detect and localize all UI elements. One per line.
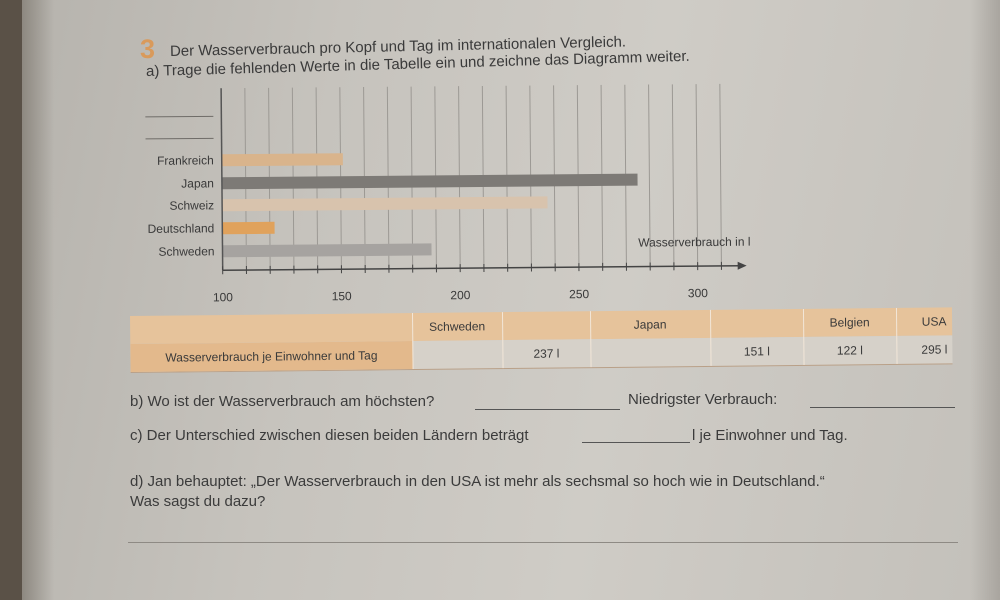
question-c-text: c) Der Unterschied zwischen diesen beide…	[130, 427, 529, 444]
workbook-page	[22, 0, 1000, 600]
x-axis-arrow	[737, 261, 747, 270]
x-tick-label: 300	[688, 286, 708, 300]
x-axis-label: Wasserverbrauch in l	[638, 235, 750, 250]
question-b-text: b) Wo ist der Wasserverbrauch am höchste…	[130, 393, 435, 410]
category-label: Schweden	[158, 244, 214, 258]
table-country-header: Belgien	[829, 315, 870, 330]
table-country-header: Schweden	[429, 319, 486, 334]
data-table: Wasserverbrauch je Einwohner und Tag Sch…	[130, 307, 953, 373]
category-label: Frankreich	[157, 153, 214, 167]
question-b-lowest-text: Niedrigster Verbrauch:	[628, 391, 778, 408]
category-label: Schweiz	[169, 198, 214, 212]
bar	[222, 243, 432, 258]
blank-category-line	[145, 137, 214, 140]
x-tick-label: 150	[332, 289, 352, 303]
table-row-label: Wasserverbrauch je Einwohner und Tag	[165, 348, 378, 365]
question-d-prompt: Was sagst du dazu?	[130, 493, 266, 510]
grid-line	[695, 84, 699, 267]
bar	[221, 173, 638, 190]
table-value-cell: 122 l	[836, 343, 863, 358]
grid-line	[648, 84, 651, 267]
answer-b-lowest-field[interactable]	[810, 393, 955, 413]
question-c-unit-text: l je Einwohner und Tag.	[692, 427, 848, 444]
x-tick-label: 100	[213, 290, 233, 304]
answer-b-highest-field[interactable]	[475, 395, 620, 415]
x-tick-label: 250	[569, 287, 589, 301]
category-label: Deutschland	[148, 221, 215, 236]
exercise-number: 3	[140, 34, 156, 64]
grid-line	[719, 83, 722, 266]
bar	[222, 221, 275, 235]
blank-category-line	[145, 115, 214, 118]
answer-c-field[interactable]	[582, 428, 690, 448]
category-label: Japan	[181, 176, 214, 190]
page-right-shadow	[970, 0, 1000, 600]
page-fold-shadow	[22, 0, 54, 600]
y-axis-line	[220, 88, 224, 271]
table-value-cell: 237 l	[533, 346, 560, 361]
question-d-text: d) Jan behauptet: „Der Wasserverbrauch i…	[130, 473, 825, 490]
table-country-header: USA	[921, 314, 947, 329]
x-tick-label: 200	[450, 288, 470, 302]
bar	[221, 153, 343, 167]
table-country-header: Japan	[633, 317, 667, 332]
grid-line	[671, 84, 675, 267]
bar	[222, 196, 548, 212]
table-value-cell: 295 l	[921, 342, 948, 357]
x-axis-line	[222, 264, 741, 271]
answer-d-line[interactable]	[128, 542, 958, 543]
table-value-cell: 151 l	[743, 344, 770, 359]
